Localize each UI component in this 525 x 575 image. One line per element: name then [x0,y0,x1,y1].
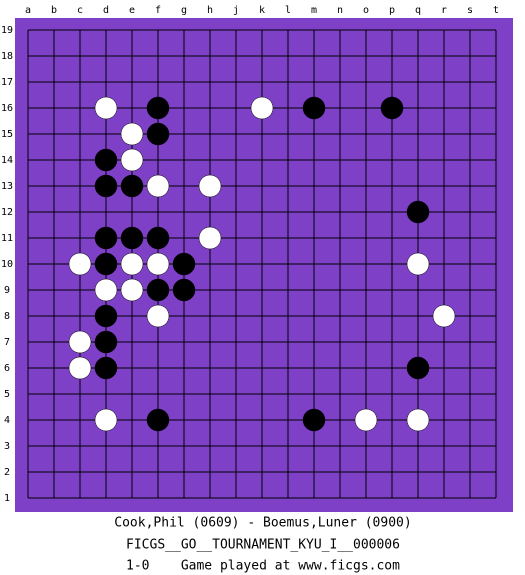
players: Cook,Phil (0609) - Boemus,Luner (0900) [114,516,411,531]
black-stone [380,96,404,120]
row-label: 9 [4,285,10,296]
black-stone [94,252,118,276]
row-label: 1 [4,493,10,504]
black-stone [94,304,118,328]
column-label: k [259,5,265,16]
white-stone [146,252,170,276]
row-label: 14 [1,155,13,166]
black-stone [172,278,196,302]
white-stone [406,408,430,432]
white-stone [198,226,222,250]
white-stone [68,356,92,380]
row-label: 7 [4,337,10,348]
black-stone [302,408,326,432]
white-stone [94,96,118,120]
row-label: 4 [4,415,10,426]
black-stone [406,356,430,380]
black-stone [94,174,118,198]
black-stone [120,226,144,250]
column-label: s [467,5,473,16]
column-label: a [25,5,31,16]
white-stone [432,304,456,328]
row-label: 12 [1,207,13,218]
column-label: n [337,5,343,16]
column-label: l [285,5,291,16]
white-stone [94,278,118,302]
white-stone [354,408,378,432]
white-stone [68,252,92,276]
black-stone [94,226,118,250]
column-label: d [103,5,109,16]
black-stone [94,148,118,172]
column-label: g [181,5,187,16]
black-stone [146,96,170,120]
column-label: f [155,5,161,16]
row-label: 11 [1,233,13,244]
white-stone [68,330,92,354]
black-stone [146,122,170,146]
white-stone [146,174,170,198]
black-stone [146,408,170,432]
row-label: 13 [1,181,13,192]
column-label: m [311,5,317,16]
column-label: p [389,5,395,16]
row-label: 17 [1,77,13,88]
column-label: c [77,5,83,16]
black-stone [146,226,170,250]
white-stone [120,252,144,276]
row-label: 16 [1,103,13,114]
black-stone [406,200,430,224]
row-label: 8 [4,311,10,322]
white-stone [120,148,144,172]
column-label: r [441,5,447,16]
black-stone [94,330,118,354]
row-label: 6 [4,363,10,374]
black-stone [120,174,144,198]
white-stone [120,278,144,302]
column-label: q [415,5,421,16]
column-label: j [233,5,239,16]
white-stone [406,252,430,276]
tournament: FICGS__GO__TOURNAMENT_KYU_I__000006 [126,538,400,553]
column-label: b [51,5,57,16]
white-stone [198,174,222,198]
column-label: o [363,5,369,16]
black-stone [146,278,170,302]
row-label: 2 [4,467,10,478]
column-label: h [207,5,213,16]
row-label: 5 [4,389,10,400]
black-stone [94,356,118,380]
black-stone [172,252,196,276]
white-stone [146,304,170,328]
row-label: 10 [1,259,13,270]
black-stone [302,96,326,120]
row-label: 18 [1,51,13,62]
column-label: t [493,5,499,16]
row-label: 3 [4,441,10,452]
row-label: 15 [1,129,13,140]
result: 1-0 Game played at www.ficgs.com [126,559,400,574]
white-stone [250,96,274,120]
white-stone [120,122,144,146]
row-label: 19 [1,25,13,36]
white-stone [94,408,118,432]
column-label: e [129,5,135,16]
